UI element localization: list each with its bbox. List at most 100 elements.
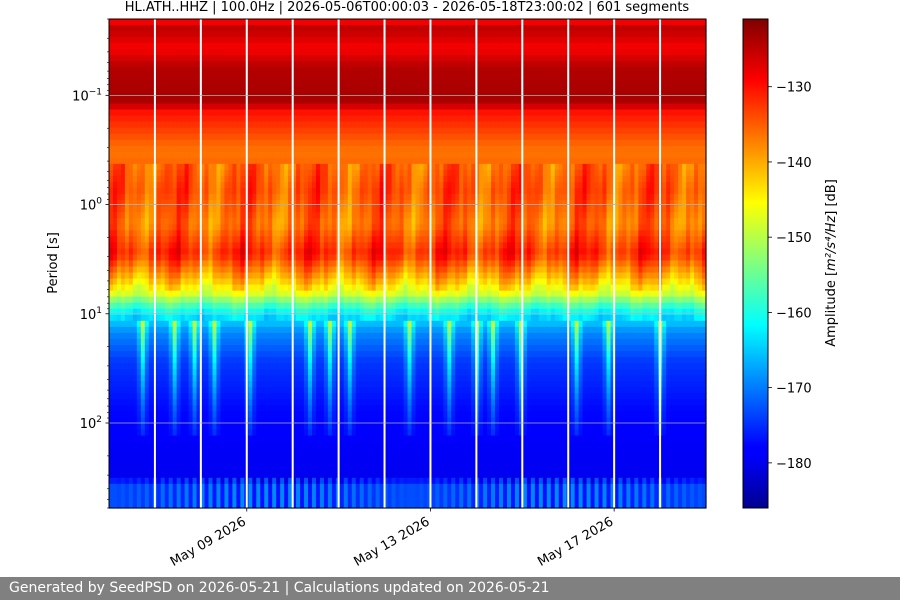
heatmap-cell	[184, 103, 190, 111]
heatmap-cell	[399, 37, 405, 44]
heatmap-cell	[570, 133, 576, 141]
heatmap-cell	[331, 212, 337, 219]
heatmap-cell	[698, 163, 703, 171]
heatmap-cell	[562, 49, 568, 56]
heatmap-cell	[208, 19, 214, 26]
heatmap-cell	[554, 169, 560, 177]
heatmap-cell	[248, 49, 253, 56]
heatmap-cell	[116, 169, 122, 177]
heatmap-cell	[304, 200, 309, 207]
heatmap-cell	[140, 73, 146, 80]
heatmap-cell	[176, 109, 182, 117]
heatmap-cell	[196, 151, 202, 159]
heatmap-cell	[160, 133, 166, 141]
heatmap-cell	[686, 212, 691, 219]
heatmap-cell	[240, 79, 245, 87]
heatmap-cell	[670, 97, 675, 105]
heatmap-cell	[471, 61, 476, 68]
heatmap-cell	[379, 61, 385, 68]
heatmap-cell	[702, 31, 707, 38]
heatmap-cell	[383, 145, 389, 153]
heatmap-cell	[160, 194, 166, 201]
heatmap-cell	[252, 194, 257, 201]
heatmap-cell	[642, 200, 647, 207]
heatmap-cell	[598, 133, 604, 141]
heatmap-cell	[272, 169, 277, 177]
heatmap-cell	[666, 175, 671, 183]
heatmap-cell	[367, 73, 373, 80]
heatmap-cell	[112, 73, 118, 80]
heatmap-cell	[574, 157, 580, 165]
heatmap-cell	[419, 163, 425, 171]
heatmap-cell	[586, 91, 592, 99]
heatmap-cell	[403, 206, 409, 213]
heatmap-cell	[618, 182, 624, 189]
heatmap-cell	[487, 73, 492, 80]
heatmap-cell	[642, 206, 647, 213]
heatmap-cell	[296, 103, 301, 111]
heatmap-cell	[642, 79, 647, 87]
heatmap-cell	[606, 169, 612, 177]
heatmap-cell	[220, 91, 226, 99]
heatmap-cell	[650, 194, 655, 201]
heatmap-cell	[634, 97, 639, 105]
heatmap-cell	[172, 19, 178, 26]
heatmap-cell	[164, 139, 170, 147]
heatmap-cell	[514, 121, 520, 129]
heatmap-cell	[120, 169, 126, 177]
heatmap-cell	[164, 85, 170, 93]
heatmap-cell	[550, 31, 556, 38]
heatmap-cell	[188, 121, 194, 129]
heatmap-cell	[546, 151, 552, 159]
heatmap-cell	[439, 109, 444, 117]
heatmap-cell	[236, 103, 241, 111]
heatmap-cell	[367, 133, 373, 141]
heatmap-cell	[164, 127, 170, 135]
heatmap-cell	[634, 151, 639, 159]
heatmap-cell	[431, 163, 436, 171]
heatmap-cell	[260, 163, 265, 171]
heatmap-cell	[343, 212, 349, 219]
heatmap-cell	[379, 19, 385, 26]
heatmap-cell	[204, 25, 210, 32]
heatmap-cell	[120, 103, 126, 111]
heatmap-cell	[606, 25, 612, 32]
heatmap-cell	[160, 139, 166, 147]
heatmap-cell	[395, 139, 401, 147]
heatmap-cell	[347, 115, 353, 123]
heatmap-cell	[343, 151, 349, 159]
heatmap-cell	[618, 194, 624, 201]
heatmap-cell	[558, 31, 564, 38]
heatmap-cell	[363, 200, 369, 207]
heatmap-cell	[184, 91, 190, 99]
heatmap-cell	[156, 103, 162, 111]
heatmap-cell	[296, 49, 301, 56]
heatmap-cell	[236, 212, 241, 219]
heatmap-cell	[112, 151, 118, 159]
heatmap-cell	[311, 163, 317, 171]
heatmap-cell	[184, 175, 190, 183]
heatmap-cell	[156, 212, 162, 219]
heatmap-cell	[240, 67, 245, 74]
heatmap-cell	[144, 218, 150, 225]
heatmap-cell	[232, 163, 237, 171]
heatmap-cell	[272, 157, 277, 165]
heatmap-cell	[518, 97, 524, 105]
heatmap-cell	[248, 194, 253, 201]
heatmap-cell	[682, 37, 687, 44]
heatmap-cell	[339, 188, 345, 195]
heatmap-cell	[268, 200, 273, 207]
heatmap-cell	[109, 109, 114, 117]
heatmap-cell	[292, 145, 297, 153]
heatmap-cell	[443, 121, 448, 129]
heatmap-cell	[319, 121, 325, 129]
heatmap-cell	[343, 55, 349, 62]
heatmap-cell	[236, 31, 241, 38]
heatmap-cell	[304, 97, 309, 105]
heatmap-cell	[292, 151, 297, 159]
heatmap-cell	[208, 67, 214, 74]
heatmap-cell	[268, 61, 273, 68]
heatmap-cell	[499, 109, 504, 117]
heatmap-cell	[399, 157, 405, 165]
heatmap-cell	[116, 85, 122, 93]
